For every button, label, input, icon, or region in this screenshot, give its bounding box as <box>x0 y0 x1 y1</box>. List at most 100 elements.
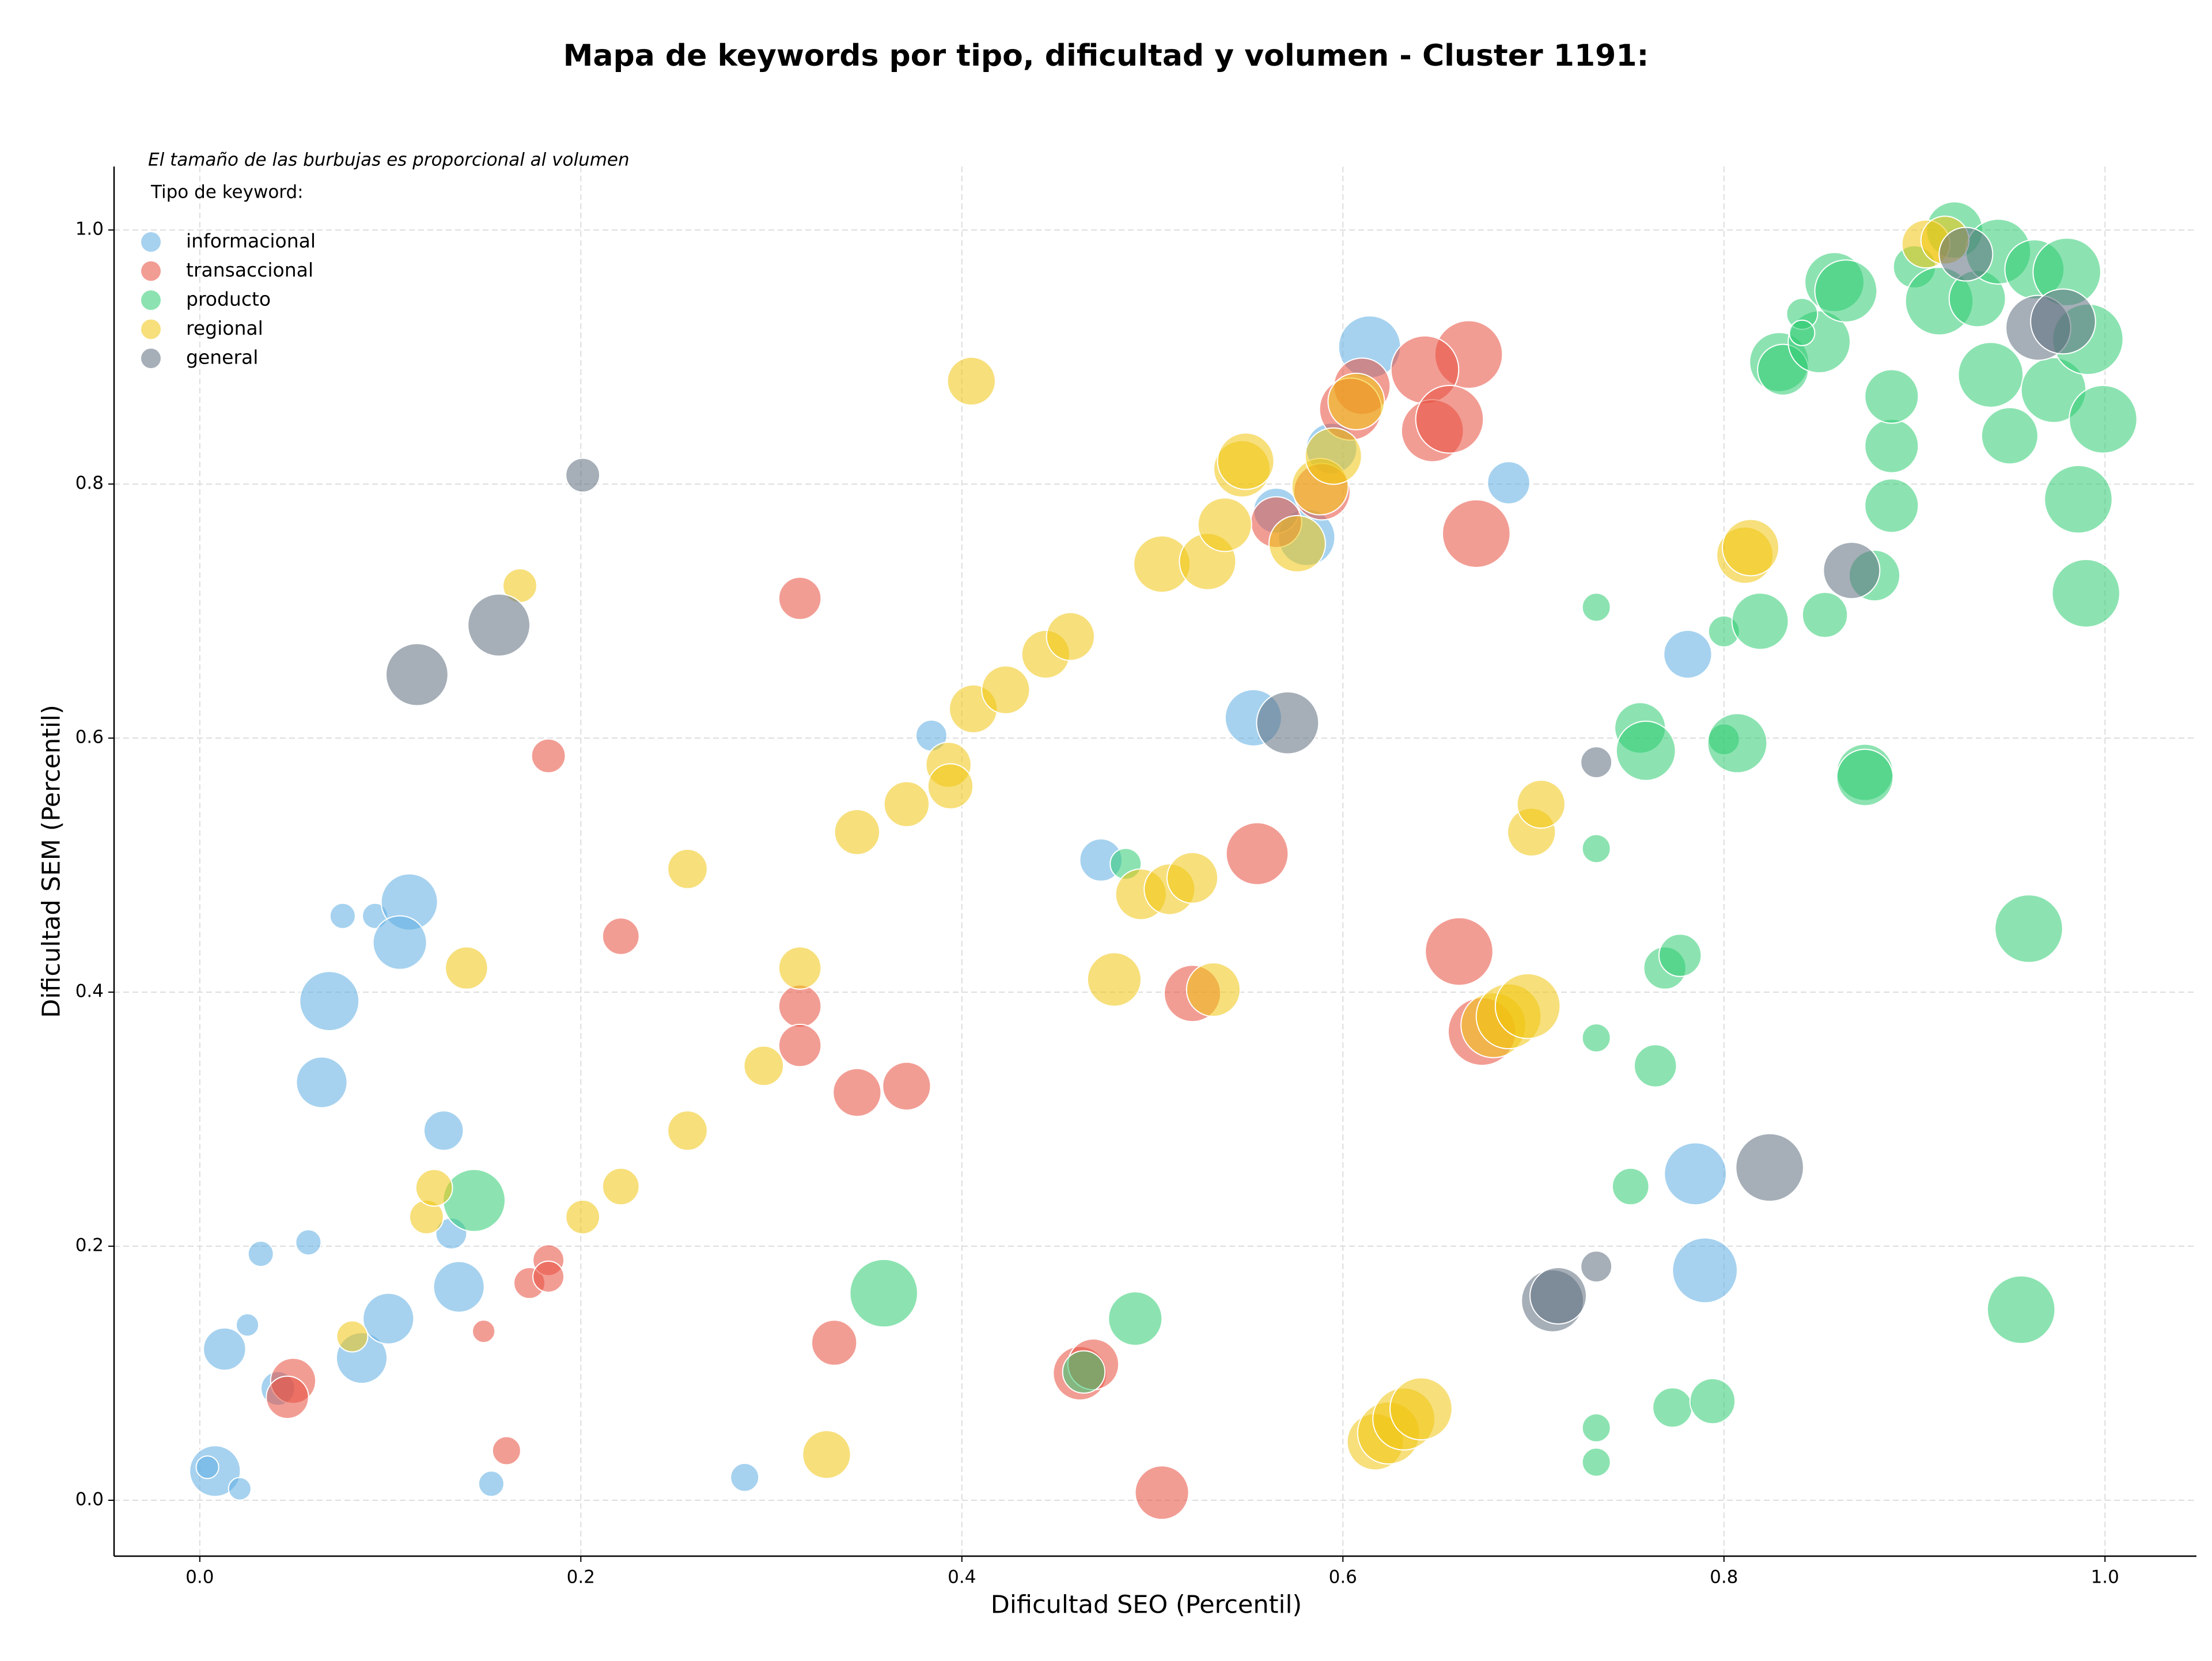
bubble <box>532 1261 565 1293</box>
bubble <box>1581 1447 1611 1477</box>
bubble <box>1980 407 2039 465</box>
bubble <box>1689 1378 1736 1425</box>
legend-label: general <box>186 346 258 369</box>
bubble <box>1658 933 1702 977</box>
legend-label: informacional <box>186 230 316 252</box>
legend-label: regional <box>186 317 263 339</box>
bubble <box>1633 1044 1677 1088</box>
bubble <box>1986 1275 2056 1345</box>
legend-marker <box>141 349 161 368</box>
bubble <box>1864 418 1919 474</box>
legend-label: producto <box>186 288 271 311</box>
bubble <box>266 1375 309 1420</box>
bubble <box>1529 1267 1587 1325</box>
bubble <box>832 1068 882 1117</box>
legend-title: Tipo de keyword: <box>150 182 304 203</box>
bubble <box>329 902 356 929</box>
bubble <box>1957 342 2024 408</box>
x-tick-label: 0.0 <box>185 1567 214 1588</box>
y-tick-label: 0.4 <box>75 981 104 1002</box>
legend-marker <box>141 232 161 252</box>
bubble <box>1108 1291 1163 1346</box>
bubble <box>491 1436 521 1466</box>
bubble <box>778 946 822 990</box>
bubble <box>1086 952 1142 1007</box>
bubble <box>1938 226 1994 282</box>
x-tick-label: 0.8 <box>1710 1567 1738 1588</box>
bubble <box>778 1023 822 1068</box>
bubble <box>1415 384 1484 454</box>
bubble <box>1663 629 1713 679</box>
bubble <box>1823 542 1881 600</box>
bubble <box>1672 1237 1738 1304</box>
bubble <box>295 1229 322 1256</box>
bubble <box>1516 780 1566 829</box>
bubble <box>1581 1023 1611 1053</box>
bubble <box>1062 1350 1106 1394</box>
legend: El tamaño de las burbujas es proporciona… <box>141 150 630 369</box>
bubbles <box>189 201 2138 1520</box>
bubble <box>1581 834 1611 864</box>
bubble <box>1615 720 1676 781</box>
bubble <box>1864 478 1919 534</box>
bubble <box>442 1168 506 1232</box>
bubble <box>565 457 601 493</box>
bubble <box>667 1110 708 1151</box>
bubble <box>299 971 360 1031</box>
bubble <box>1046 612 1095 661</box>
bubble <box>1836 748 1894 807</box>
y-tick-label: 0.8 <box>75 473 104 494</box>
chart-title: Mapa de keywords por tipo, dificultad y … <box>563 39 1649 73</box>
bubble <box>472 1319 496 1344</box>
bubble <box>1442 499 1511 568</box>
x-tick-label: 1.0 <box>2091 1567 2119 1588</box>
bubble <box>478 1470 505 1497</box>
bubble <box>601 917 640 955</box>
bubble <box>1425 917 1494 986</box>
bubble <box>667 848 708 890</box>
bubble <box>1327 372 1385 430</box>
bubble <box>467 593 531 657</box>
bubble <box>1814 259 1878 323</box>
y-tick-label: 0.0 <box>75 1489 104 1509</box>
bubble <box>1268 514 1326 573</box>
bubble <box>946 356 996 406</box>
y-tick-label: 1.0 <box>75 219 104 240</box>
bubble <box>2030 288 2096 355</box>
y-tick-label: 0.2 <box>75 1235 104 1256</box>
bubble <box>1225 822 1289 886</box>
bubble <box>1185 962 1241 1017</box>
bubble <box>247 1240 274 1267</box>
bubble <box>2051 559 2120 628</box>
bubble <box>1487 461 1531 505</box>
bubble <box>1494 973 1561 1039</box>
bubble <box>423 1110 464 1151</box>
y-axis-label: Dificultad SEM (Percentil) <box>37 705 66 1018</box>
bubble <box>1722 519 1780 577</box>
bubble <box>531 738 566 774</box>
bubble <box>228 1477 252 1501</box>
bubble <box>1652 1387 1693 1428</box>
bubble <box>1864 369 1919 424</box>
bubble <box>1611 1167 1650 1206</box>
bubble <box>730 1462 760 1492</box>
bubble <box>1789 319 1816 346</box>
x-axis-label: Dificultad SEO (Percentil) <box>991 1591 1302 1620</box>
bubble <box>1217 432 1275 490</box>
bubble <box>1994 894 2063 963</box>
bubble <box>1256 691 1320 755</box>
legend-marker <box>141 319 161 339</box>
bubble <box>849 1258 918 1328</box>
bubble <box>811 1319 858 1366</box>
bubble <box>1580 1250 1613 1283</box>
bubble <box>415 1168 453 1207</box>
bubble <box>433 1261 485 1313</box>
bubble <box>778 984 822 1028</box>
bubble <box>882 1061 931 1111</box>
bubble <box>1580 746 1613 778</box>
bubble <box>203 1327 247 1371</box>
bubble <box>927 763 974 810</box>
bubble <box>1197 497 1252 553</box>
bubble <box>1581 1413 1611 1443</box>
